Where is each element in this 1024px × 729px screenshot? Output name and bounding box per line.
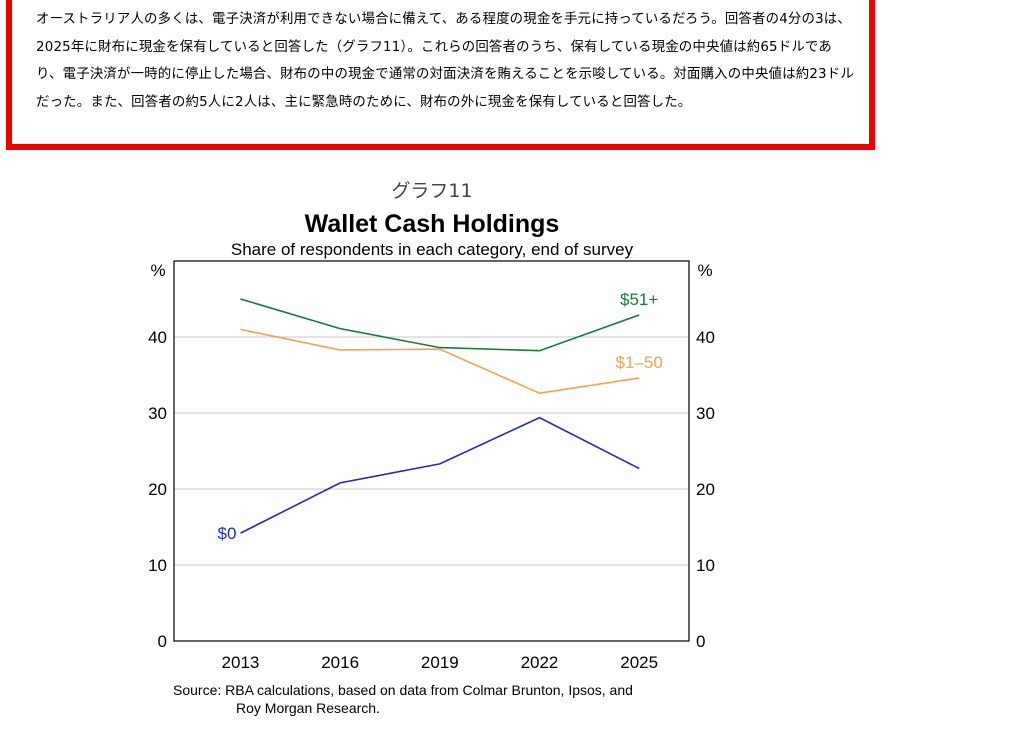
source-note-line-2: Roy Morgan Research. <box>236 700 380 716</box>
series-label: $1–50 <box>616 353 663 372</box>
axis-labels: 0 0 10 10 20 20 30 30 40 40% % 2013 2016 2019 2022 2025 <box>148 261 715 672</box>
y-tick-label-left: 0 <box>158 632 167 651</box>
figure-label: グラフ11 <box>391 180 472 202</box>
x-tick-label: 2025 <box>620 653 658 672</box>
y-tick-label-right: 10 <box>696 556 715 575</box>
y-tick-label-left: 10 <box>148 556 167 575</box>
highlight-box: オーストラリア人の多くは、電子決済が利用できない場合に備えて、ある程度の現金を手… <box>6 0 875 150</box>
gridlines <box>174 336 689 566</box>
y-tick-label-right: 30 <box>696 404 715 423</box>
series-label: $51+ <box>620 290 658 309</box>
y-tick-label-left: 20 <box>148 480 167 499</box>
series-label: $0 <box>218 524 237 543</box>
plot-frame <box>173 260 690 642</box>
chart-title: Wallet Cash Holdings <box>305 210 560 238</box>
y-tick-label-right: 0 <box>696 632 705 651</box>
y-tick-label-right: 20 <box>696 480 715 499</box>
series-labels: $51+ $1–50 $0 <box>218 290 663 543</box>
x-tick-label: 2013 <box>222 653 260 672</box>
y-axis-unit-left: % <box>150 261 165 280</box>
y-tick-label-left: 40 <box>148 328 167 347</box>
y-tick-label-left: 30 <box>148 404 167 423</box>
series-line <box>240 298 640 352</box>
y-axis-unit-right: % <box>697 261 712 280</box>
y-tick-label-right: 40 <box>696 328 715 347</box>
series-lines <box>240 298 640 534</box>
x-tick-label: 2022 <box>521 653 559 672</box>
series-line <box>240 416 640 534</box>
source-note-line-1: Source: RBA calculations, based on data … <box>173 682 633 698</box>
series-line <box>240 328 640 395</box>
chart-subtitle: Share of respondents in each category, e… <box>231 240 634 259</box>
body-paragraph: オーストラリア人の多くは、電子決済が利用できない場合に備えて、ある程度の現金を手… <box>36 12 854 110</box>
x-tick-label: 2016 <box>321 653 359 672</box>
x-tick-label: 2019 <box>421 653 459 672</box>
